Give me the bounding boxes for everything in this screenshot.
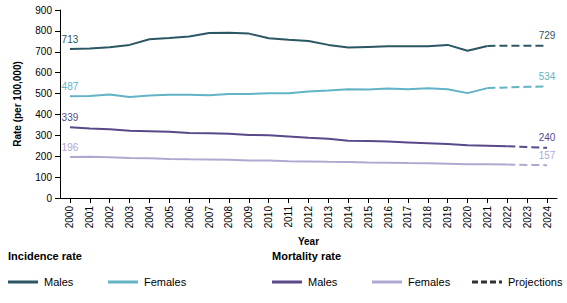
svg-text:2012: 2012 <box>303 206 314 229</box>
svg-text:487: 487 <box>62 81 79 92</box>
svg-text:2022: 2022 <box>502 206 513 229</box>
svg-text:2011: 2011 <box>283 206 294 228</box>
svg-text:2001: 2001 <box>84 206 95 229</box>
svg-text:700: 700 <box>35 46 52 57</box>
svg-text:2015: 2015 <box>363 206 374 229</box>
svg-text:Rate (per 100,000): Rate (per 100,000) <box>12 61 23 147</box>
svg-text:339: 339 <box>62 112 79 123</box>
svg-text:729: 729 <box>539 30 556 41</box>
svg-text:2005: 2005 <box>164 206 175 229</box>
svg-text:2021: 2021 <box>482 206 493 229</box>
svg-text:0: 0 <box>46 193 52 204</box>
svg-text:Males: Males <box>44 276 74 288</box>
svg-text:713: 713 <box>62 34 79 45</box>
svg-text:196: 196 <box>62 142 79 153</box>
svg-text:2002: 2002 <box>104 206 115 229</box>
svg-text:2023: 2023 <box>522 206 533 229</box>
svg-text:2009: 2009 <box>243 206 254 229</box>
svg-text:2014: 2014 <box>343 206 354 229</box>
svg-text:240: 240 <box>539 132 556 143</box>
svg-text:2020: 2020 <box>462 206 473 229</box>
svg-text:400: 400 <box>35 109 52 120</box>
svg-text:500: 500 <box>35 88 52 99</box>
svg-text:2008: 2008 <box>223 206 234 229</box>
svg-text:2003: 2003 <box>124 206 135 229</box>
svg-text:2006: 2006 <box>184 206 195 229</box>
svg-text:157: 157 <box>539 150 556 161</box>
svg-text:2018: 2018 <box>422 206 433 229</box>
svg-text:Males: Males <box>308 276 338 288</box>
svg-text:2013: 2013 <box>323 206 334 229</box>
svg-text:Females: Females <box>408 276 451 288</box>
svg-text:800: 800 <box>35 25 52 36</box>
svg-text:2016: 2016 <box>383 206 394 229</box>
svg-text:2000: 2000 <box>64 206 75 229</box>
svg-text:Females: Females <box>144 276 187 288</box>
svg-text:300: 300 <box>35 130 52 141</box>
svg-text:100: 100 <box>35 172 52 183</box>
svg-text:Projections: Projections <box>508 276 563 288</box>
svg-text:900: 900 <box>35 5 52 16</box>
svg-text:Incidence rate: Incidence rate <box>8 250 82 262</box>
svg-text:600: 600 <box>35 67 52 78</box>
svg-text:Year: Year <box>298 236 319 247</box>
svg-text:200: 200 <box>35 151 52 162</box>
svg-text:2007: 2007 <box>204 206 215 229</box>
svg-text:534: 534 <box>539 71 556 82</box>
svg-text:2004: 2004 <box>144 206 155 229</box>
svg-text:2019: 2019 <box>442 206 453 229</box>
svg-text:2017: 2017 <box>402 206 413 229</box>
svg-text:Mortality rate: Mortality rate <box>272 250 341 262</box>
svg-text:2024: 2024 <box>542 206 553 229</box>
svg-text:2010: 2010 <box>263 206 274 229</box>
